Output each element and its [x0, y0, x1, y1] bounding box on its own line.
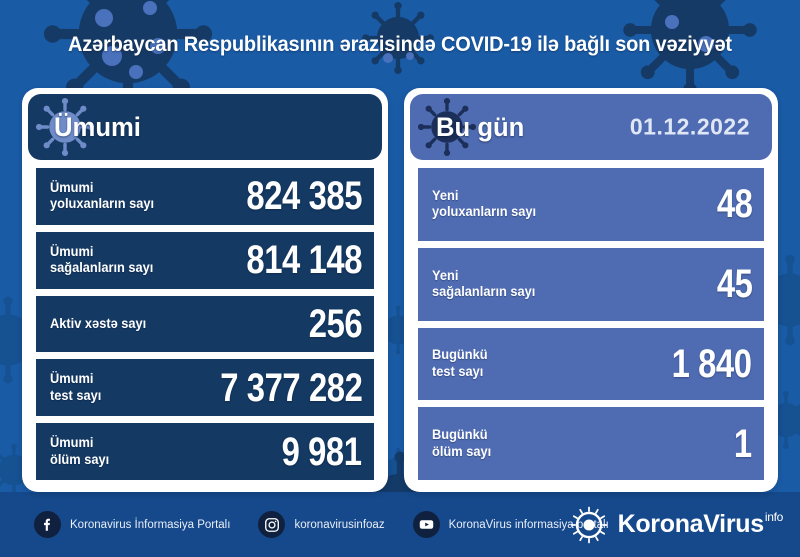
brand-suffix-label: info: [764, 510, 783, 524]
today-statistics-card: Bu gün 01.12.2022 Yeni yoluxanların sayı…: [404, 88, 778, 492]
row-value: 9 981: [281, 429, 362, 474]
row-label: Ümumi test sayı: [50, 371, 102, 403]
row-value: 814 148: [246, 238, 362, 283]
today-panel-heading: Bu gün: [436, 111, 525, 142]
row-label: Bugünkü ölüm sayı: [432, 427, 492, 459]
table-row: Yeni sağalanların sayı 45: [418, 247, 764, 321]
table-row: Bugünkü ölüm sayı 1: [418, 407, 764, 480]
social-label: Koronavirus İnformasiya Portalı: [70, 518, 231, 531]
table-row: Ümumi sağalanların sayı 814 148: [36, 231, 374, 289]
row-label: Ümumi ölüm sayı: [50, 435, 110, 467]
facebook-icon: [34, 511, 61, 538]
row-label: Aktiv xəstə sayı: [50, 315, 147, 331]
footer-bar: Koronavirus İnformasiya Portalı koronavi…: [0, 492, 800, 557]
total-panel-rows: Ümumi yoluxanların sayı 824 385 Ümumi sa…: [36, 168, 374, 480]
social-link-instagram[interactable]: koronavirusinfoaz: [258, 511, 385, 538]
row-value: 45: [716, 262, 752, 307]
youtube-icon: [412, 511, 440, 538]
virus-sun-icon: [570, 506, 607, 543]
page-title-text: Azərbaycan Respublikasının ərazisində CO…: [68, 31, 732, 56]
table-row: Yeni yoluxanların sayı 48: [418, 168, 764, 241]
total-panel-heading: Ümumi: [54, 111, 141, 142]
table-row: Ümumi test sayı 7 377 282: [36, 359, 374, 417]
today-panel-header: Bu gün 01.12.2022: [410, 94, 772, 160]
table-row: Bugünkü test sayı 1 840: [418, 327, 764, 401]
table-row: Ümumi ölüm sayı 9 981: [36, 423, 374, 480]
brand-name-label: KoronaVirus: [617, 510, 765, 538]
row-label: Ümumi yoluxanların sayı: [50, 179, 155, 212]
today-panel-date: 01.12.2022: [629, 113, 750, 140]
brand-name-text: KoronaVirusinfo: [617, 510, 784, 539]
row-value: 1: [734, 421, 752, 466]
social-label: KoronaVirus informasiya portalı: [448, 518, 609, 531]
row-value: 824 385: [246, 174, 362, 219]
virus-icon: [417, 97, 477, 157]
page-title: Azərbaycan Respublikasının ərazisində CO…: [0, 0, 800, 88]
brand-logo[interactable]: KoronaVirusinfo: [570, 506, 784, 544]
row-label: Bugünkü test sayı: [432, 347, 488, 379]
row-value: 256: [308, 301, 362, 346]
row-value: 1 840: [671, 341, 752, 386]
instagram-icon: [258, 511, 286, 538]
row-value: 48: [716, 182, 752, 227]
row-label: Yeni yoluxanların sayı: [432, 187, 537, 220]
row-label: Yeni sağalanların sayı: [432, 267, 536, 300]
table-row: Aktiv xəstə sayı 256: [36, 295, 374, 353]
total-statistics-card: Ümumi Ümumi yoluxanların sayı 824 385 Üm…: [22, 88, 388, 492]
table-row: Ümumi yoluxanların sayı 824 385: [36, 168, 374, 225]
row-value: 7 377 282: [219, 365, 363, 410]
today-panel-rows: Yeni yoluxanların sayı 48 Yeni sağalanla…: [418, 168, 764, 480]
total-panel-header: Ümumi: [28, 94, 382, 160]
social-link-facebook[interactable]: Koronavirus İnformasiya Portalı: [34, 511, 230, 538]
row-label: Ümumi sağalanların sayı: [50, 243, 154, 276]
virus-icon: [35, 97, 95, 157]
social-label: koronavirusinfoaz: [294, 518, 385, 531]
social-link-youtube[interactable]: KoronaVirus informasiya portalı: [412, 511, 609, 538]
